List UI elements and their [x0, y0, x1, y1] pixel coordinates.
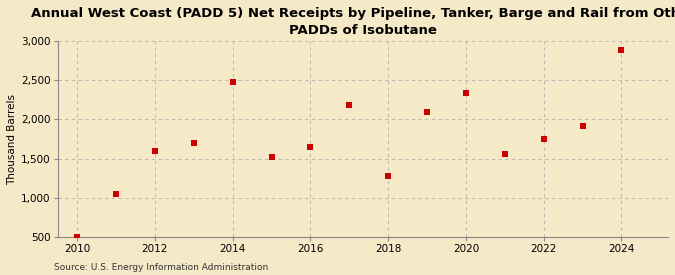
Point: [422, 109, 433, 114]
Point: [188, 141, 199, 145]
Point: [266, 155, 277, 160]
Point: [538, 137, 549, 141]
Point: [111, 192, 122, 196]
Point: [72, 235, 82, 240]
Point: [500, 152, 510, 156]
Title: Annual West Coast (PADD 5) Net Receipts by Pipeline, Tanker, Barge and Rail from: Annual West Coast (PADD 5) Net Receipts …: [30, 7, 675, 37]
Point: [460, 90, 471, 95]
Text: Source: U.S. Energy Information Administration: Source: U.S. Energy Information Administ…: [54, 263, 268, 272]
Y-axis label: Thousand Barrels: Thousand Barrels: [7, 94, 17, 185]
Point: [616, 48, 627, 53]
Point: [227, 79, 238, 84]
Point: [383, 174, 394, 178]
Point: [577, 123, 588, 128]
Point: [344, 103, 354, 108]
Point: [149, 149, 160, 153]
Point: [305, 145, 316, 149]
